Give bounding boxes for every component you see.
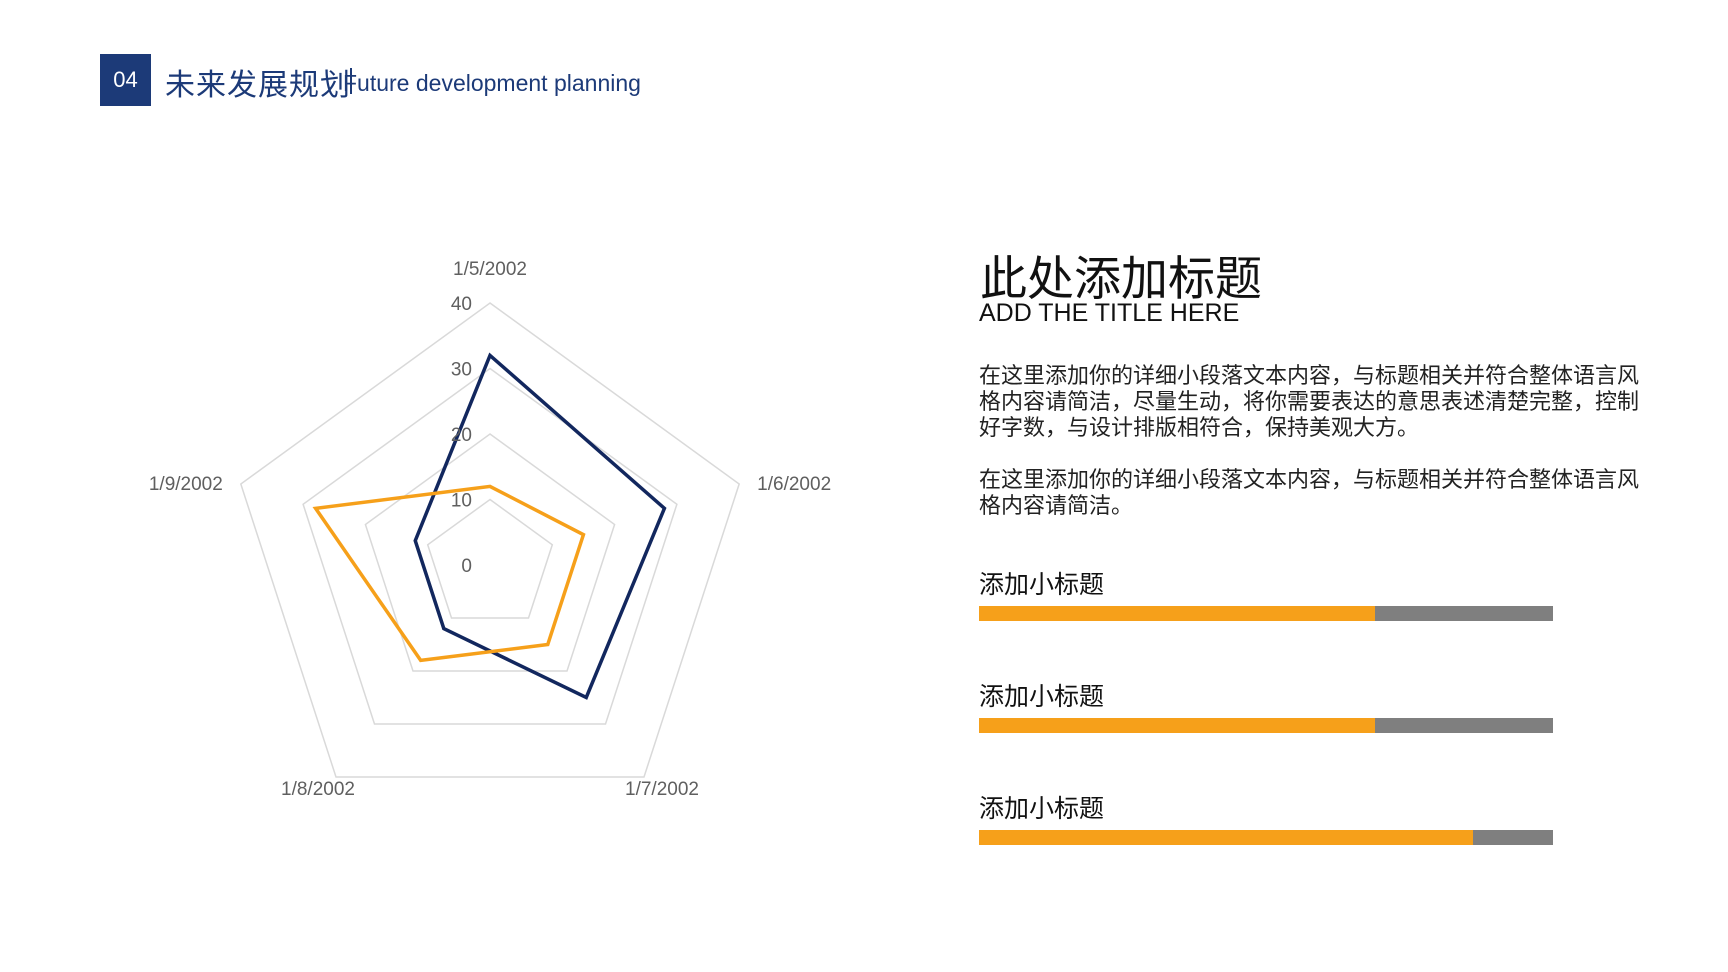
section-title-en: Future development planning xyxy=(343,70,641,96)
content-title: 此处添加标题 xyxy=(980,252,1262,307)
radar-series-line-2 xyxy=(312,484,586,663)
progress-label-2: 添加小标题 xyxy=(979,682,1105,711)
content-subtitle: ADD THE TITLE HERE xyxy=(979,299,1240,327)
header-separator xyxy=(350,68,352,94)
progress-label-1: 添加小标题 xyxy=(979,570,1105,599)
radar-grid-ring xyxy=(426,498,554,619)
radar-series-line-1 xyxy=(413,352,667,700)
progress-track-2 xyxy=(979,718,1553,733)
radar-category-label: 1/7/2002 xyxy=(625,779,699,800)
radar-grid-ring xyxy=(302,367,678,725)
radar-tick-label: 30 xyxy=(451,360,472,381)
radar-chart: 0 10 20 30 40 1/5/2002 1/6/2002 1/7/2002 1/8/20… xyxy=(149,260,831,800)
paragraph-1: 在这里添加你的详细小段落文本内容，与标题相关并符合整体语言风格内容请简洁，尽量生… xyxy=(979,364,1640,441)
progress-label-3: 添加小标题 xyxy=(979,794,1105,823)
progress-fill-2 xyxy=(979,718,1376,733)
radar-grid-ring xyxy=(364,433,616,672)
progress-fill-1 xyxy=(979,606,1376,621)
radar-category-labels: 1/5/2002 1/6/2002 1/7/2002 1/8/2002 1/9/2002 xyxy=(149,260,831,800)
paragraph-2: 在这里添加你的详细小段落文本内容，与标题相关并符合整体语言风格内容请简洁。 xyxy=(979,468,1640,519)
progress-track-1 xyxy=(979,606,1553,621)
radar-tick-label: 40 xyxy=(451,294,472,315)
radar-tick-label: 20 xyxy=(451,425,472,446)
section-number-badge: 04 xyxy=(100,54,151,106)
section-title-cn: 未来发展规划 xyxy=(165,68,351,103)
radar-tick-label: 0 xyxy=(461,556,472,577)
radar-tick-labels: 0 10 20 30 40 xyxy=(451,294,472,577)
radar-series xyxy=(312,352,667,700)
radar-grid xyxy=(239,302,741,778)
progress-fill-3 xyxy=(979,830,1473,845)
radar-grid-ring xyxy=(239,302,741,778)
radar-tick-label: 10 xyxy=(451,491,472,512)
radar-category-label: 1/5/2002 xyxy=(453,260,527,280)
radar-category-label: 1/6/2002 xyxy=(757,474,831,495)
radar-category-label: 1/9/2002 xyxy=(149,474,223,495)
progress-track-3 xyxy=(979,830,1553,845)
radar-category-label: 1/8/2002 xyxy=(281,779,355,800)
